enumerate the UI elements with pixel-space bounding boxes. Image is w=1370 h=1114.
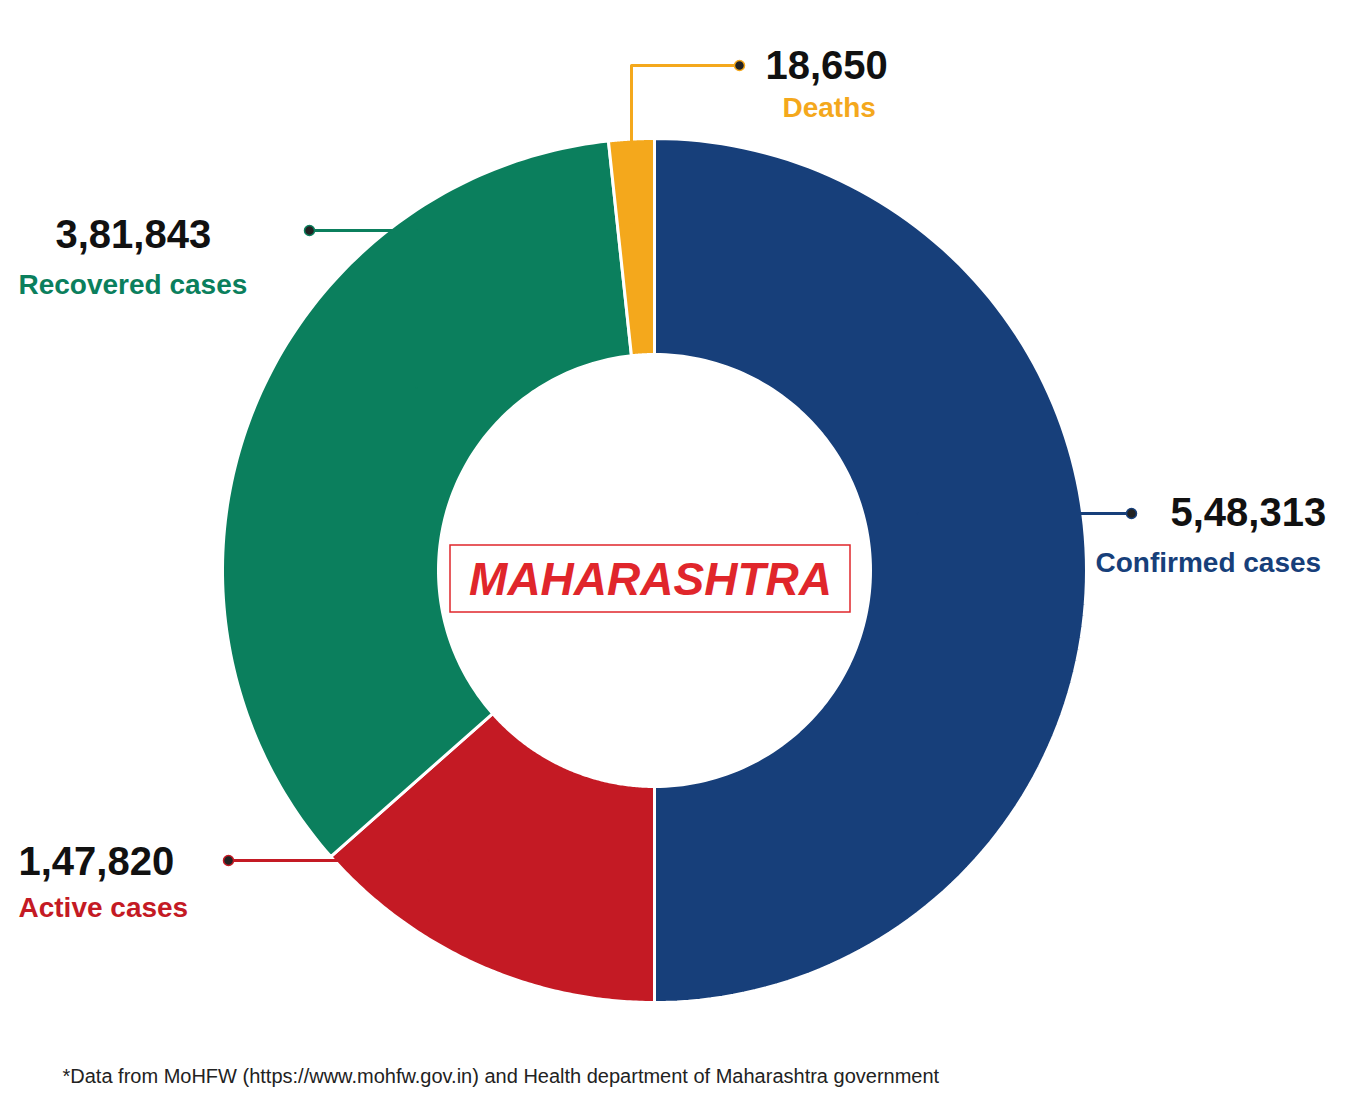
svg-text:Deaths: Deaths [783,92,876,123]
svg-text:*Data from MoHFW (https://www.: *Data from MoHFW (https://www.mohfw.gov.… [63,1065,940,1087]
svg-text:Recovered cases: Recovered cases [19,269,248,300]
svg-text:5,48,313: 5,48,313 [1171,490,1327,534]
svg-text:18,650: 18,650 [766,43,888,87]
svg-text:3,81,843: 3,81,843 [56,212,212,256]
svg-text:Confirmed cases: Confirmed cases [1096,547,1322,578]
svg-text:Active cases: Active cases [19,892,189,923]
svg-text:MAHARASHTRA: MAHARASHTRA [469,553,832,605]
svg-text:1,47,820: 1,47,820 [19,839,175,883]
